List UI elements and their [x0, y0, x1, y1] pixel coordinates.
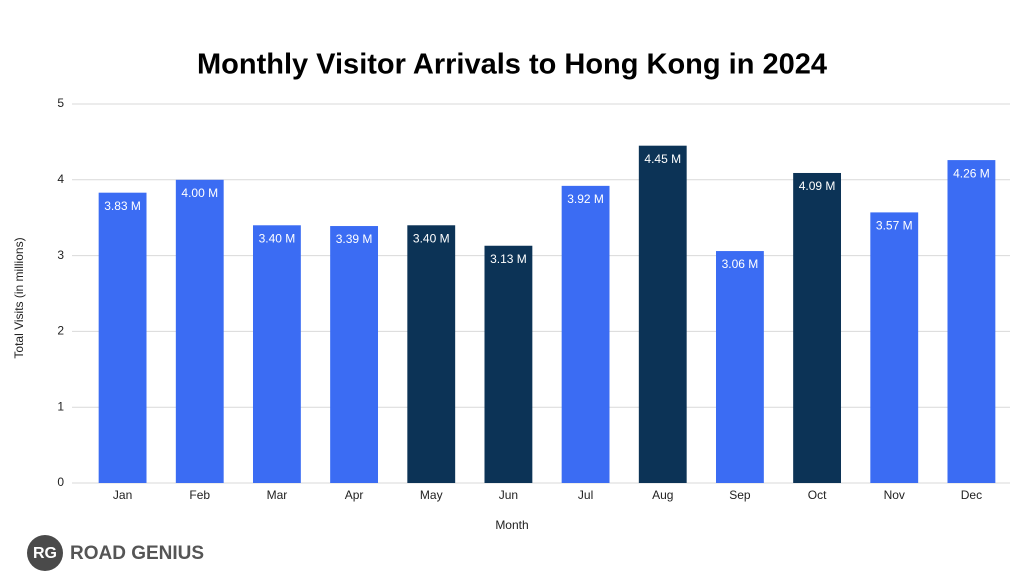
- value-label: 4.00 M: [181, 186, 218, 200]
- logo-mark: RG: [33, 545, 57, 562]
- logo-icon: [27, 535, 63, 571]
- value-label: 4.09 M: [799, 179, 836, 193]
- x-tick-label: Jul: [578, 488, 593, 502]
- y-tick-label: 1: [57, 399, 64, 413]
- x-tick-label: Jan: [113, 488, 132, 502]
- bar: [330, 226, 379, 483]
- value-label: 3.92 M: [567, 192, 604, 206]
- bar: [252, 225, 301, 483]
- y-tick-label: 0: [57, 475, 64, 489]
- x-tick-label: May: [420, 488, 443, 502]
- x-tick-label: Sep: [729, 488, 751, 502]
- x-tick-label: Nov: [884, 488, 905, 502]
- x-tick-label: Aug: [652, 488, 673, 502]
- x-tick-label: Jun: [499, 488, 518, 502]
- bar: [947, 160, 996, 484]
- value-label: 4.26 M: [953, 166, 990, 180]
- bar: [793, 172, 842, 483]
- value-label: 3.39 M: [336, 232, 373, 246]
- y-axis-label: Total Visits (in millions): [12, 237, 26, 358]
- bar: [407, 225, 456, 483]
- y-tick-label: 3: [57, 248, 64, 262]
- value-label: 3.40 M: [413, 231, 450, 245]
- value-label: 3.83 M: [104, 199, 141, 213]
- value-label: 3.40 M: [259, 231, 296, 245]
- bar: [175, 179, 224, 484]
- x-tick-label: Dec: [961, 488, 982, 502]
- x-tick-label: Apr: [345, 488, 364, 502]
- bar: [638, 145, 687, 483]
- bar: [561, 185, 610, 483]
- y-tick-label: 5: [57, 96, 64, 110]
- bar: [484, 245, 533, 483]
- x-tick-label: Mar: [267, 488, 288, 502]
- logo-text: ROAD GENIUS: [70, 543, 204, 564]
- bar: [98, 192, 147, 483]
- bar: [715, 251, 764, 483]
- y-tick-label: 4: [57, 172, 64, 186]
- x-tick-label: Feb: [189, 488, 210, 502]
- chart-title: Monthly Visitor Arrivals to Hong Kong in…: [197, 49, 827, 81]
- value-label: 3.57 M: [876, 219, 913, 233]
- value-label: 4.45 M: [644, 152, 681, 166]
- value-label: 3.13 M: [490, 252, 527, 266]
- x-axis-label: Month: [495, 518, 528, 532]
- y-tick-label: 2: [57, 324, 64, 338]
- bar: [870, 212, 919, 484]
- x-tick-label: Oct: [808, 488, 827, 502]
- value-label: 3.06 M: [722, 257, 759, 271]
